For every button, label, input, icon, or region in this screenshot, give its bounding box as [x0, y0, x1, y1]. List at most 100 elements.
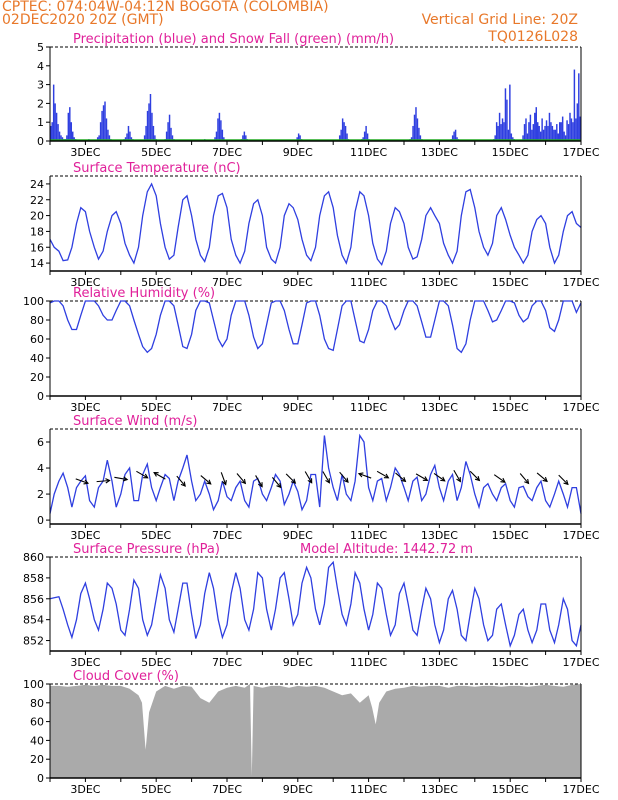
wind-xtick-label: 3DEC	[70, 529, 100, 542]
precip-bar	[338, 135, 341, 141]
wind-arrow	[153, 472, 166, 480]
precip-bar	[454, 129, 457, 141]
precip-bar	[575, 118, 577, 141]
precip-bar	[58, 131, 61, 141]
precip-bar	[548, 112, 551, 141]
pres-ytick-label: 852	[23, 635, 44, 648]
precip-bar	[243, 131, 246, 141]
cloud-xtick-label: 17DEC	[562, 783, 599, 796]
pres-ytick-label: 854	[23, 614, 44, 627]
pres-title: Surface Pressure (hPa)	[73, 542, 220, 557]
cloud-title: Cloud Cover (%)	[73, 669, 179, 684]
precip-bar	[506, 99, 508, 141]
precip-bar	[215, 131, 218, 141]
precip-bar	[104, 101, 106, 141]
precip-bar	[498, 112, 501, 141]
cloud-ytick-label: 80	[30, 697, 44, 710]
wind-ytick-label: 2	[37, 488, 44, 501]
precip-bar	[363, 131, 366, 141]
precip-bar	[167, 122, 169, 141]
rh-series-line	[49, 300, 582, 354]
wind-arrow	[357, 472, 372, 479]
cloud-xtick-label: 13DEC	[421, 783, 458, 796]
precip-bar	[98, 135, 100, 141]
pres-xtick-label: 5DEC	[141, 656, 171, 669]
precip-bar	[561, 116, 564, 141]
pres-xtick-label: 15DEC	[492, 656, 529, 669]
rh-ytick-label: 80	[30, 314, 44, 327]
precip-title: Precipitation (blue) and Snow Fall (gree…	[73, 32, 394, 47]
pres-xtick-label: 7DEC	[212, 656, 242, 669]
rh-ytick-label: 60	[30, 333, 44, 346]
precip-bar	[528, 122, 530, 141]
precip-bar	[500, 124, 502, 141]
precip-bar	[127, 125, 130, 141]
wind-arrow	[220, 472, 227, 486]
precip-bar	[542, 129, 545, 141]
precip-bar	[55, 112, 58, 141]
cloud-xtick-label: 5DEC	[141, 783, 171, 796]
precip-bar	[165, 131, 168, 141]
cloud-xtick-label: 9DEC	[283, 783, 313, 796]
precip-xtick-label: 13DEC	[421, 146, 458, 159]
wind-arrow	[433, 472, 446, 482]
precip-bar	[512, 137, 514, 141]
precip-bar	[497, 125, 499, 141]
precip-bar	[410, 137, 413, 141]
wind-arrow	[304, 471, 313, 484]
precip-bar	[143, 135, 146, 141]
header-run-code: TQ0126L028	[488, 29, 578, 45]
precip-bar	[573, 69, 576, 141]
precip-bar	[558, 122, 561, 141]
wind-arrow	[558, 474, 569, 486]
precip-bar	[413, 114, 416, 141]
precip-bar	[154, 135, 156, 141]
precip-bar	[539, 131, 542, 141]
cloud-xtick-label: 3DEC	[70, 783, 100, 796]
wind-arrow	[322, 471, 330, 484]
precip-bar	[105, 118, 108, 141]
precip-bar	[522, 135, 524, 141]
precip-ytick-label: 3	[37, 79, 44, 92]
pres-ytick-label: 856	[23, 593, 44, 606]
pres-ytick-label: 860	[23, 551, 44, 564]
wind-arrow	[114, 476, 129, 482]
precip-bar	[223, 137, 225, 141]
precip-bar	[525, 118, 527, 141]
temp-xtick-label: 7DEC	[212, 276, 242, 289]
wind-arrow	[453, 469, 461, 483]
precip-bar	[168, 114, 171, 141]
precip-bar	[67, 112, 70, 141]
pres-xtick-label: 13DEC	[421, 656, 458, 669]
precip-bar	[523, 124, 526, 141]
precip-bar	[416, 118, 419, 141]
wind-xtick-label: 5DEC	[141, 529, 171, 542]
precip-bar	[538, 125, 540, 141]
wind-xtick-label: 7DEC	[212, 529, 242, 542]
header-station: CPTEC: 074:04W-04:12N BOGOTA (COLOMBIA)	[2, 0, 329, 15]
precip-bar	[245, 135, 247, 141]
precip-bar	[494, 135, 496, 141]
wind-arrow	[395, 472, 407, 483]
precip-bar	[72, 131, 74, 141]
rh-xtick-label: 3DEC	[70, 401, 100, 414]
precip-bar	[560, 122, 562, 141]
precip-bar	[365, 125, 367, 141]
precip-bar	[563, 131, 565, 141]
precip-bar	[579, 116, 581, 141]
precip-bar	[52, 84, 55, 141]
cloud-xtick-label: 15DEC	[492, 783, 529, 796]
precip-bar	[557, 133, 559, 141]
pres-xtick-label: 3DEC	[70, 656, 100, 669]
wind-arrow	[536, 472, 548, 483]
wind-ytick-label: 6	[37, 436, 44, 449]
wind-xtick-label: 13DEC	[421, 529, 458, 542]
wind-arrow	[236, 473, 247, 485]
precip-bar	[171, 135, 174, 141]
precip-bar	[60, 135, 62, 141]
precip-bar	[510, 133, 513, 141]
precip-ytick-label: 0	[37, 135, 44, 148]
rh-xtick-label: 11DEC	[350, 401, 387, 414]
precip-bar	[73, 137, 75, 141]
precip-bar	[102, 105, 105, 141]
